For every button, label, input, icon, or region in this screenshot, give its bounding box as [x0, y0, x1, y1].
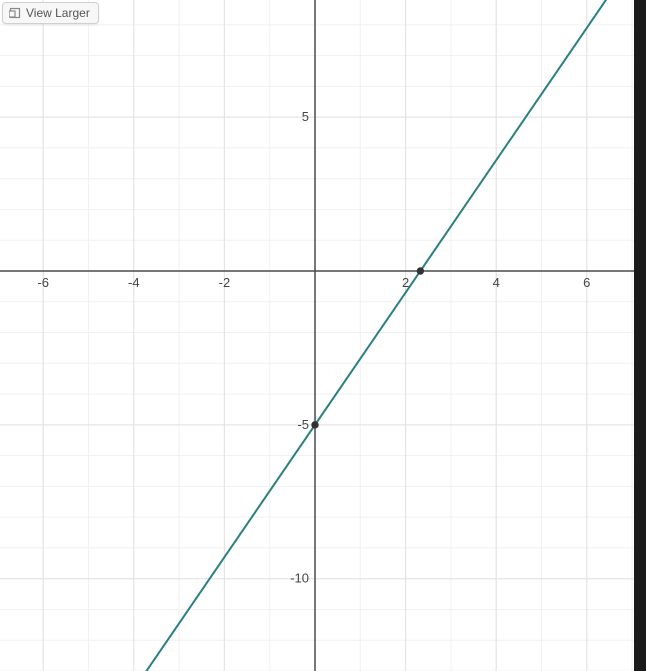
- view-larger-button[interactable]: View Larger: [2, 2, 99, 24]
- svg-text:-2: -2: [219, 275, 231, 290]
- svg-text:-10: -10: [290, 571, 309, 586]
- svg-text:-5: -5: [297, 417, 309, 432]
- svg-text:6: 6: [583, 275, 590, 290]
- coordinate-plane-chart: -6-4-22465-5-10: [0, 0, 646, 671]
- chart-container: -6-4-22465-5-10 View Larger: [0, 0, 646, 671]
- svg-text:5: 5: [302, 109, 309, 124]
- svg-text:-6: -6: [37, 275, 49, 290]
- expand-icon: [9, 7, 21, 19]
- svg-text:4: 4: [493, 275, 500, 290]
- view-larger-label: View Larger: [26, 6, 90, 20]
- svg-text:-4: -4: [128, 275, 140, 290]
